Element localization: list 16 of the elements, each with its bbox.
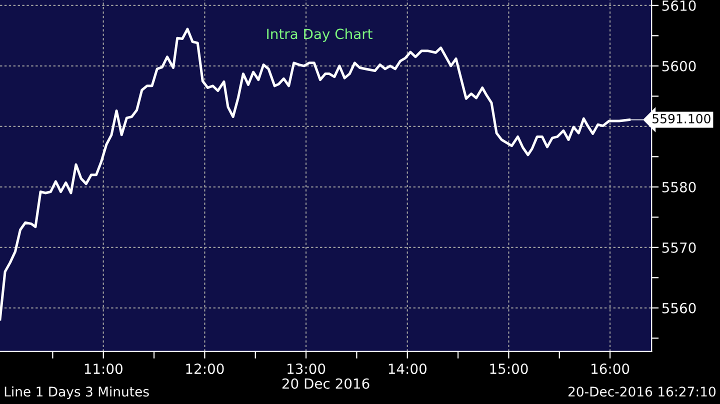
text: 20-Dec-2016 16:27:10: [568, 386, 716, 397]
text: Line 1 Days 3 Minutes: [4, 386, 149, 400]
x-tick-label: 15:00: [490, 364, 528, 374]
text: Intra Day Chart: [267, 28, 372, 42]
y-tick-label: 5610: [662, 0, 696, 11]
x-tick-label: 12:00: [186, 364, 224, 374]
annotation: 5591.100: [652, 114, 710, 124]
x-tick-label: 13:00: [288, 364, 326, 374]
y-tick-label: 5580: [662, 182, 696, 192]
y-tick-label: 5560: [662, 302, 696, 314]
x-tick-label: 14:00: [388, 364, 426, 374]
x-tick-label: 11:00: [84, 364, 122, 374]
y-tick-label: 5600: [662, 60, 696, 72]
x-tick-label: 16:00: [592, 364, 630, 374]
x-axis-title: 20 Dec 2016: [282, 378, 370, 389]
y-tick-label: 5570: [662, 242, 696, 253]
